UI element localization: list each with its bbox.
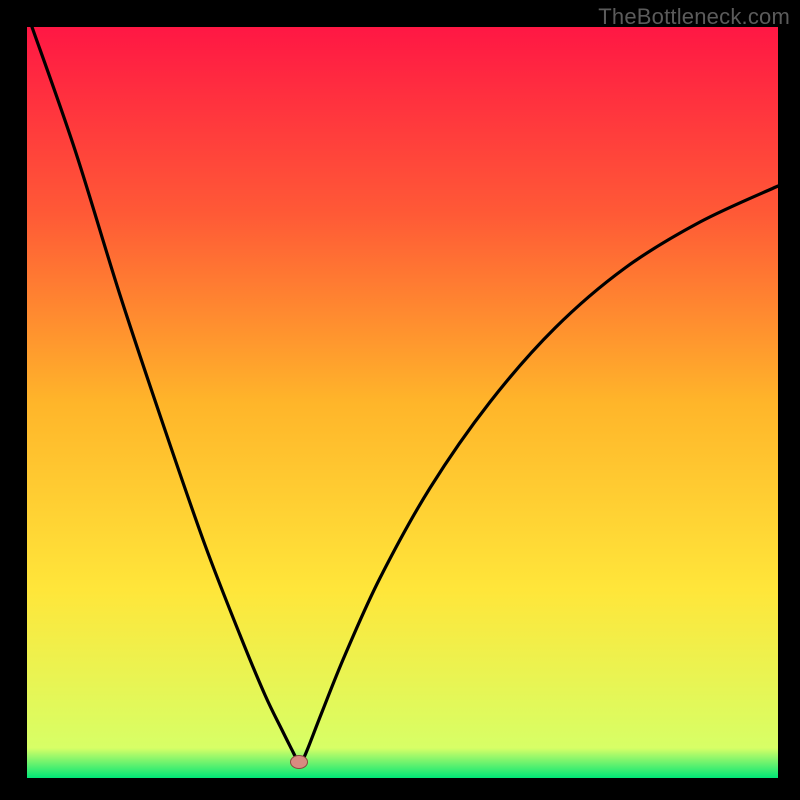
watermark-text: TheBottleneck.com	[598, 4, 790, 30]
curve-right-branch	[302, 186, 778, 762]
bottleneck-curve	[0, 0, 800, 800]
optimum-datapoint	[290, 755, 308, 769]
curve-left-branch	[32, 27, 298, 762]
